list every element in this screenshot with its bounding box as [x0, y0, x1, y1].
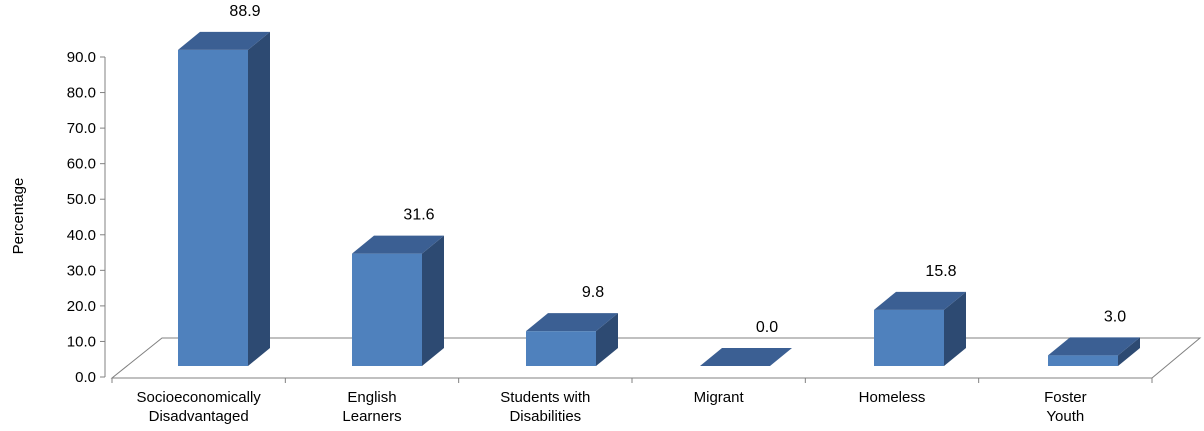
bar-side — [1118, 337, 1140, 366]
category-label-line: Disabilities — [509, 408, 581, 425]
bar — [1048, 337, 1140, 366]
bar-top — [352, 235, 444, 254]
data-label: 88.9 — [229, 3, 260, 20]
y-tick-label: 80.0 — [67, 85, 96, 102]
bar-front — [178, 49, 248, 367]
category-label: Students with Disabilities — [500, 389, 590, 425]
category-label: Socioeconomically Disadvantaged — [137, 389, 262, 425]
y-tick-label: 20.0 — [67, 298, 96, 315]
y-tick-label: 30.0 — [67, 262, 96, 279]
bar-side — [596, 313, 618, 366]
category-label-line: English — [347, 389, 396, 406]
y-tick-label: 60.0 — [67, 156, 96, 173]
data-label: 3.0 — [1104, 308, 1126, 325]
data-label: 15.8 — [925, 263, 956, 280]
data-labels: 88.9 31.6 9.8 0.0 15.8 3.0 — [229, 3, 1126, 336]
y-tick-label: 50.0 — [67, 191, 96, 208]
bar — [700, 348, 792, 366]
y-tick-label: 90.0 — [67, 49, 96, 66]
category-label-line: Youth — [1046, 408, 1084, 425]
bar-front — [1048, 355, 1118, 366]
data-label: 0.0 — [756, 319, 778, 336]
bar — [874, 291, 966, 366]
bar-front — [874, 309, 944, 366]
category-label: Foster Youth — [1044, 389, 1087, 425]
y-tick-label: 70.0 — [67, 120, 96, 137]
chart-floor — [110, 337, 1202, 379]
bar — [352, 235, 444, 366]
category-label-line: Students with — [500, 389, 590, 406]
bar-top — [874, 291, 966, 310]
bar-top — [526, 313, 618, 332]
y-tick-label: 40.0 — [67, 227, 96, 244]
y-axis-title: Percentage — [10, 178, 27, 255]
category-label-line: Socioeconomically — [137, 389, 262, 406]
category-label: Migrant — [694, 389, 745, 406]
category-label-line: Foster — [1044, 389, 1087, 406]
category-axis: Socioeconomically Disadvantaged English Lea… — [111, 378, 1153, 425]
category-label-line: Learners — [342, 408, 401, 425]
bar-front — [352, 253, 422, 366]
category-label: Homeless — [859, 389, 926, 406]
bar-side — [422, 235, 444, 366]
bar-front — [526, 331, 596, 366]
bar-side — [248, 31, 270, 367]
bar — [526, 313, 618, 366]
bar-top — [700, 348, 792, 366]
y-tick-label: 0.0 — [75, 369, 96, 386]
floor-plane — [110, 337, 1202, 379]
bar-side — [944, 291, 966, 366]
category-label-line: Migrant — [694, 389, 745, 406]
y-axis: 0.0 10.0 20.0 30.0 40.0 50.0 60.0 70.0 80.0 90.0 — [67, 49, 106, 386]
bars — [178, 31, 1140, 367]
bar-top — [178, 31, 270, 50]
category-label-line: Homeless — [859, 389, 926, 406]
category-label: English Learners — [342, 389, 401, 425]
data-label: 31.6 — [403, 207, 434, 224]
y-tick-label: 10.0 — [67, 333, 96, 350]
category-label-line: Disadvantaged — [149, 408, 249, 425]
data-label: 9.8 — [582, 284, 604, 301]
bar — [178, 31, 270, 367]
bar-top — [1048, 337, 1140, 356]
